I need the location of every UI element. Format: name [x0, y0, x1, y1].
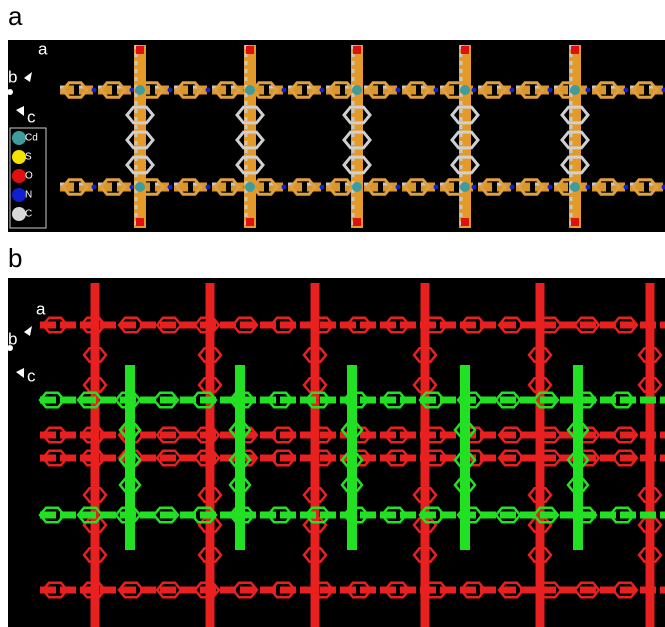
legend-label: S: [25, 152, 32, 163]
panel-background: [8, 278, 665, 627]
legend-swatch: [12, 188, 26, 202]
atom: [130, 88, 135, 93]
atom: [624, 88, 629, 93]
axis-label: a: [36, 299, 46, 318]
legend-swatch: [12, 169, 26, 183]
atom: [571, 46, 579, 54]
legend-swatch: [12, 150, 26, 164]
atom: [282, 88, 287, 93]
atom: [168, 185, 173, 190]
atom: [510, 185, 515, 190]
legend-label: N: [25, 190, 32, 201]
atom: [92, 88, 97, 93]
atom: [206, 185, 211, 190]
axis-label: b: [8, 329, 17, 348]
atom: [571, 218, 579, 226]
atom: [472, 88, 477, 93]
page: a a b c CdSONC b a b c (() => { const da…: [0, 0, 665, 627]
atom: [472, 185, 477, 190]
atom: [461, 218, 469, 226]
atom: [320, 88, 325, 93]
atom: [548, 88, 553, 93]
atom: [510, 88, 515, 93]
axis-label: a: [38, 39, 48, 58]
atom: [246, 46, 254, 54]
atom: [245, 182, 255, 192]
axis-label: c: [27, 107, 36, 126]
legend-label: C: [25, 209, 32, 220]
atom: [353, 46, 361, 54]
atom: [460, 85, 470, 95]
atom: [130, 185, 135, 190]
atom: [136, 218, 144, 226]
atom: [168, 88, 173, 93]
atom: [586, 185, 591, 190]
atom: [624, 185, 629, 190]
atom: [352, 182, 362, 192]
atom: [136, 46, 144, 54]
atom: [353, 218, 361, 226]
atom: [570, 85, 580, 95]
atom: [434, 185, 439, 190]
atom: [434, 88, 439, 93]
atom: [282, 185, 287, 190]
legend-swatch: [12, 207, 26, 221]
axis-label: b: [8, 67, 17, 86]
atom: [92, 185, 97, 190]
panel-label: a: [8, 1, 23, 31]
atom: [586, 88, 591, 93]
atom: [461, 46, 469, 54]
panel-label: b: [8, 243, 22, 273]
atom: [548, 185, 553, 190]
legend-swatch: [12, 131, 26, 145]
atom: [396, 88, 401, 93]
legend-label: Cd: [25, 133, 38, 144]
atom: [570, 182, 580, 192]
atom: [352, 85, 362, 95]
atom: [460, 182, 470, 192]
atom: [320, 185, 325, 190]
atom: [206, 88, 211, 93]
figure: a a b c Cd SONC b a b c: [0, 0, 665, 627]
atom: [135, 85, 145, 95]
axis-dot: [7, 89, 13, 95]
atom: [396, 185, 401, 190]
atom: [245, 85, 255, 95]
atom: [246, 218, 254, 226]
atom: [135, 182, 145, 192]
legend-label: O: [25, 171, 33, 182]
axis-label: c: [27, 366, 36, 385]
